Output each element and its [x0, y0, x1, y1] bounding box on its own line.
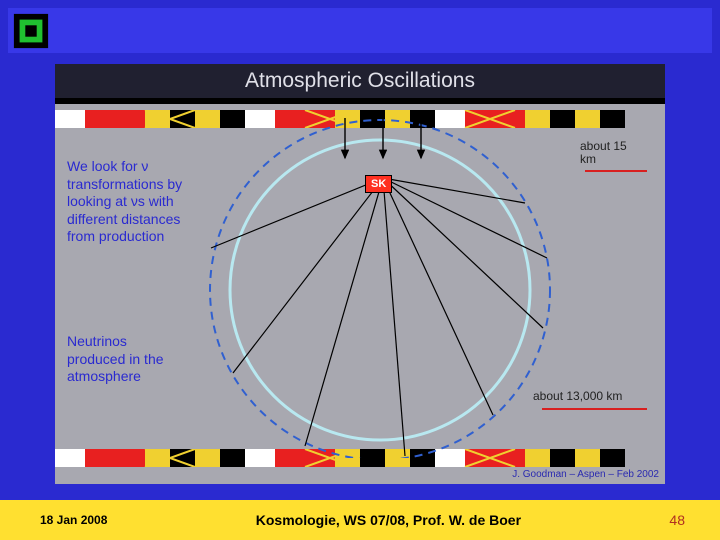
underline-short	[585, 170, 647, 172]
earth-diagram	[195, 118, 565, 458]
footer-bar: 18 Jan 2008 Kosmologie, WS 07/08, Prof. …	[0, 500, 720, 540]
underline-long	[542, 408, 647, 410]
diagram-area: SK We look for ν transformations by look…	[55, 128, 665, 448]
credit-text: J. Goodman – Aspen – Feb 2002	[512, 469, 659, 480]
footer-title: Kosmologie, WS 07/08, Prof. W. de Boer	[256, 512, 521, 528]
footer-date: 18 Jan 2008	[40, 513, 107, 527]
logo-icon	[12, 12, 50, 50]
sk-detector-label: SK	[365, 175, 392, 193]
neutrino-source-text: Neutrinos produced in the atmosphere	[67, 333, 187, 386]
slide-title: Atmospheric Oscillations	[55, 64, 665, 104]
slide-panel: Atmospheric Oscillations SK We look for …	[55, 64, 665, 484]
distance-label-long: about 13,000 km	[533, 390, 653, 403]
header-bar	[8, 8, 712, 53]
distance-label-short: about 15 km	[580, 140, 645, 166]
description-text: We look for ν transformations by looking…	[67, 158, 197, 246]
footer-page-number: 48	[669, 512, 685, 528]
